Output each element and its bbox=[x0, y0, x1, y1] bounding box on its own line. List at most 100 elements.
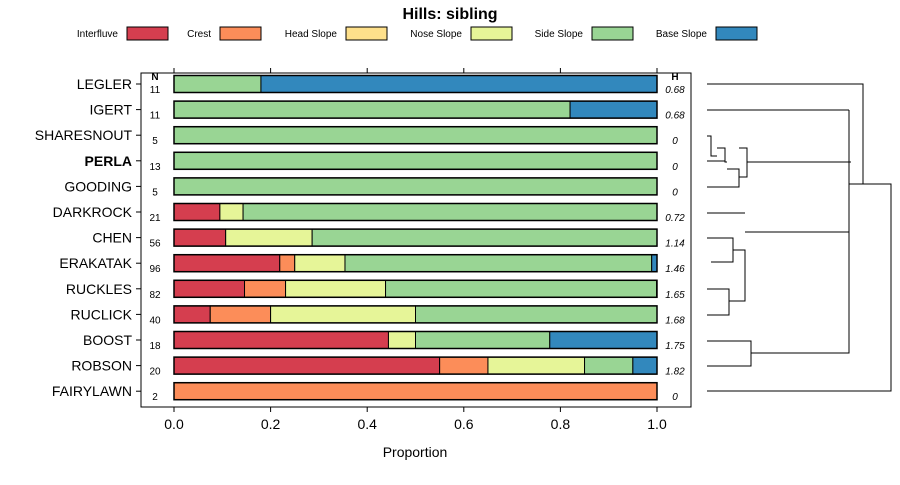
dendrogram-branch bbox=[707, 183, 892, 392]
x-tick-label-0: 0.0 bbox=[164, 416, 184, 432]
bar-outline-5 bbox=[173, 202, 658, 222]
row-count-7: 96 bbox=[149, 264, 161, 275]
bar-outline-8 bbox=[173, 279, 658, 299]
bar-segment-7-3 bbox=[294, 254, 346, 273]
bar-segment-5-0 bbox=[173, 203, 221, 221]
row-label-8: RUCKLES bbox=[66, 281, 132, 297]
dendrogram-branch bbox=[707, 288, 730, 316]
row-h-value-0: 0.68 bbox=[665, 85, 685, 96]
row-h-value-8: 1.65 bbox=[665, 290, 685, 301]
bar-outline-6 bbox=[173, 228, 658, 247]
bar-segment-9-1 bbox=[209, 305, 272, 324]
row-h-value-1: 0.68 bbox=[665, 111, 685, 122]
bar-segment-3-4 bbox=[173, 151, 658, 170]
row-label-1: IGERT bbox=[89, 102, 132, 118]
row-label-6: CHEN bbox=[92, 230, 132, 246]
bar-segment-4-4 bbox=[173, 177, 658, 196]
x-tick-label-2: 0.4 bbox=[357, 416, 377, 432]
bar-segment-11-5 bbox=[632, 356, 658, 375]
x-tick-label-3: 0.6 bbox=[454, 416, 474, 432]
legend-swatch-0 bbox=[126, 26, 169, 41]
bar-segment-7-1 bbox=[279, 254, 296, 273]
bar-segment-10-5 bbox=[549, 331, 658, 349]
legend-swatch-3 bbox=[470, 26, 513, 41]
h-column-header: H bbox=[671, 72, 678, 83]
bar-segment-1-4 bbox=[173, 100, 571, 119]
chart-title: Hills: sibling bbox=[402, 6, 497, 23]
row-label-0: LEGLER bbox=[77, 76, 132, 92]
row-h-value-11: 1.82 bbox=[665, 367, 685, 378]
bar-outline-11 bbox=[173, 356, 658, 375]
bar-outline-10 bbox=[173, 330, 658, 350]
bar-segment-6-3 bbox=[225, 228, 313, 247]
counts: 11 11 5 13 5 21 56 96 82 40 18 20 2 bbox=[149, 85, 161, 403]
bar-segment-8-4 bbox=[385, 279, 658, 298]
legend-label-0: Interfluve bbox=[77, 29, 119, 40]
bar-segment-0-4 bbox=[173, 75, 262, 93]
row-count-11: 20 bbox=[149, 367, 161, 378]
bar-segment-11-0 bbox=[173, 356, 441, 375]
bar-outline-2 bbox=[173, 125, 658, 145]
bar-segment-10-4 bbox=[415, 331, 551, 349]
bar-outline-3 bbox=[173, 151, 658, 171]
h-values: 0.68 0.68 0 0 0 0.72 1.14 1.46 1.65 1.68 1.75 1.82 0 bbox=[665, 85, 685, 403]
row-labels: LEGLER IGERT SHARESNOUT PERLA GOODING DARKROC… bbox=[35, 76, 141, 399]
bar-segment-9-3 bbox=[270, 305, 416, 324]
dendrogram-branch bbox=[707, 340, 752, 367]
row-count-1: 11 bbox=[150, 111, 161, 122]
bar-segment-7-5 bbox=[651, 254, 658, 273]
row-count-6: 56 bbox=[149, 239, 161, 250]
bar-segment-11-4 bbox=[584, 356, 634, 375]
row-label-10: BOOST bbox=[83, 332, 132, 348]
row-count-5: 21 bbox=[149, 213, 161, 224]
row-h-value-4: 0 bbox=[672, 187, 678, 198]
bar-segment-11-1 bbox=[439, 356, 489, 375]
legend: Interfluve Crest Head Slope Nose Slope Side … bbox=[77, 26, 758, 41]
bar-outline-7 bbox=[173, 253, 658, 273]
dendrogram-branch bbox=[717, 147, 727, 163]
row-count-3: 13 bbox=[149, 162, 161, 173]
bar-segment-10-3 bbox=[387, 331, 416, 349]
plot-frame bbox=[140, 72, 692, 408]
x-tick-label-1: 0.2 bbox=[261, 416, 281, 432]
bar-segment-6-4 bbox=[311, 228, 658, 247]
row-h-value-7: 1.46 bbox=[665, 264, 685, 275]
row-h-value-12: 0 bbox=[672, 392, 678, 403]
dendrogram-branch bbox=[707, 83, 864, 99]
dendrogram-branch bbox=[745, 231, 850, 354]
x-axis: 0.0 0.2 0.4 0.6 0.8 1.0 bbox=[164, 68, 667, 432]
x-axis-title: Proportion bbox=[383, 444, 448, 460]
row-count-0: 11 bbox=[150, 85, 161, 96]
row-count-12: 2 bbox=[152, 392, 158, 403]
row-h-value-9: 1.68 bbox=[665, 315, 685, 326]
x-tick-label-5: 1.0 bbox=[647, 416, 667, 432]
row-label-11: ROBSON bbox=[71, 358, 132, 374]
dendrogram-branch bbox=[729, 249, 746, 302]
legend-swatch-5 bbox=[715, 26, 758, 41]
row-label-5: DARKROCK bbox=[53, 204, 133, 220]
legend-label-2: Head Slope bbox=[285, 29, 338, 40]
bar-segment-9-0 bbox=[173, 305, 211, 324]
row-h-value-6: 1.14 bbox=[665, 239, 685, 250]
dendrogram-branch bbox=[739, 147, 748, 178]
bar-segment-8-1 bbox=[244, 279, 287, 298]
bar-outline-9 bbox=[173, 305, 658, 324]
legend-label-4: Side Slope bbox=[535, 29, 584, 40]
row-h-value-3: 0 bbox=[672, 162, 678, 173]
row-h-value-10: 1.75 bbox=[665, 341, 685, 352]
row-label-2: SHARESNOUT bbox=[35, 127, 133, 143]
legend-label-3: Nose Slope bbox=[410, 29, 462, 40]
row-label-9: RUCLICK bbox=[71, 306, 133, 322]
dendrogram bbox=[707, 83, 892, 392]
bar-segment-8-3 bbox=[285, 279, 387, 298]
legend-label-1: Crest bbox=[187, 29, 211, 40]
dendrogram-branch bbox=[707, 168, 740, 188]
row-count-8: 82 bbox=[149, 290, 161, 301]
bar-segment-6-0 bbox=[173, 228, 227, 247]
bar-segment-10-0 bbox=[173, 331, 389, 349]
dendrogram-branch bbox=[707, 135, 717, 157]
bar-segment-1-5 bbox=[569, 100, 658, 119]
bar-outline-12 bbox=[173, 381, 658, 401]
bars bbox=[173, 74, 658, 401]
